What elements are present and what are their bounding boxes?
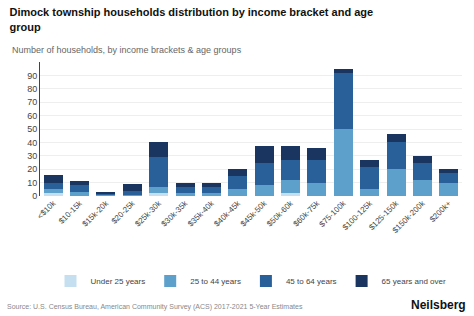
svg-text:Neilsberg: Neilsberg <box>411 298 466 312</box>
svg-text:$200k+: $200k+ <box>428 199 453 224</box>
svg-text:40: 40 <box>27 138 37 148</box>
svg-text:30: 30 <box>27 151 37 161</box>
svg-text:<$10k: <$10k <box>35 198 58 221</box>
svg-text:Under 25 years: Under 25 years <box>91 277 146 286</box>
svg-text:$45k-50k: $45k-50k <box>239 198 269 228</box>
svg-text:60: 60 <box>27 111 37 121</box>
svg-text:Source: U.S. Census Bureau, Am: Source: U.S. Census Bureau, American Com… <box>7 303 303 311</box>
svg-text:0: 0 <box>32 191 37 201</box>
svg-text:$75-100k: $75-100k <box>318 198 349 229</box>
svg-text:$20-25k: $20-25k <box>110 198 138 226</box>
svg-text:25 to 44 years: 25 to 44 years <box>190 277 241 286</box>
svg-text:Dimock township households dis: Dimock township households distribution … <box>9 6 373 32</box>
svg-text:$60k-75k: $60k-75k <box>292 198 322 228</box>
svg-text:80: 80 <box>27 84 37 94</box>
svg-text:90: 90 <box>27 71 37 81</box>
svg-text:20: 20 <box>27 164 37 174</box>
svg-text:$25k-30k: $25k-30k <box>133 198 163 228</box>
svg-text:$15k-20k: $15k-20k <box>81 198 111 228</box>
svg-text:70: 70 <box>27 97 37 107</box>
svg-text:65 years and over: 65 years and over <box>382 277 446 286</box>
svg-text:$125-150k: $125-150k <box>367 198 401 232</box>
svg-text:$10-15k: $10-15k <box>57 198 85 226</box>
svg-text:$50k-60k: $50k-60k <box>265 198 295 228</box>
svg-text:$100-125k: $100-125k <box>341 198 375 232</box>
svg-text:45 to 64 years: 45 to 64 years <box>286 277 337 286</box>
svg-text:$35k-40k: $35k-40k <box>186 198 216 228</box>
svg-text:$30k-35k: $30k-35k <box>160 198 190 228</box>
svg-text:$40k-45k: $40k-45k <box>212 198 242 228</box>
svg-text:10: 10 <box>27 178 37 188</box>
svg-text:$150k-200k: $150k-200k <box>391 198 428 235</box>
svg-text:Number of households, by incom: Number of households, by income brackets… <box>12 45 242 55</box>
svg-text:50: 50 <box>27 124 37 134</box>
